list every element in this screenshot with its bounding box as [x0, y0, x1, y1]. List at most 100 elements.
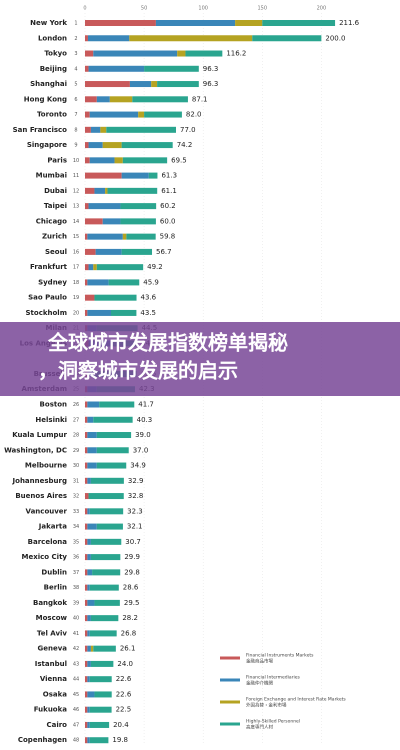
bar-segment — [96, 96, 110, 103]
bar-segment — [132, 96, 188, 103]
total-label: 32.9 — [128, 477, 144, 485]
city-label: Geneva — [37, 645, 67, 653]
city-label: Bangkok — [33, 599, 67, 607]
rank-label: 38 — [73, 585, 79, 591]
bar-segment — [89, 676, 112, 683]
bar-segment — [94, 691, 112, 698]
city-label: Helsinki — [35, 416, 67, 424]
bar-segment — [185, 50, 223, 57]
bar-segment — [85, 187, 95, 194]
rank-label: 30 — [73, 463, 79, 469]
total-label: 59.8 — [160, 233, 176, 241]
total-label: 30.7 — [125, 538, 141, 546]
bar-segment — [85, 279, 88, 286]
legend-swatch — [220, 656, 240, 660]
total-label: 39.0 — [135, 431, 151, 439]
bar-segment — [109, 96, 133, 103]
total-label: 22.6 — [116, 690, 132, 698]
city-label: Zurich — [42, 233, 67, 241]
bar-segment — [89, 737, 109, 744]
bar-segment — [120, 203, 157, 210]
bar-segment — [85, 615, 88, 622]
bar-segment — [121, 142, 173, 149]
rank-label: 17 — [73, 265, 79, 271]
rank-label: 8 — [74, 127, 77, 133]
total-label: 26.1 — [120, 645, 136, 653]
bar-segment — [87, 233, 123, 240]
bar-segment — [148, 172, 158, 179]
city-label: Johannesburg — [12, 477, 67, 485]
city-label: Chicago — [36, 217, 67, 225]
bar-segment — [106, 126, 176, 133]
total-label: 116.2 — [226, 50, 246, 58]
city-label: Singapore — [27, 141, 67, 149]
bar-segment — [87, 737, 90, 744]
total-label: 74.2 — [177, 141, 193, 149]
bar-segment — [126, 233, 156, 240]
bar-segment — [108, 279, 140, 286]
bar-segment — [151, 81, 158, 88]
bar-segment — [87, 706, 90, 713]
bar-segment — [85, 645, 88, 652]
bar-segment — [121, 172, 149, 179]
bar-segment — [87, 477, 91, 484]
total-label: 40.3 — [137, 416, 153, 424]
bar-segment — [89, 630, 117, 637]
rank-label: 19 — [73, 295, 79, 301]
city-label: Copenhagen — [18, 736, 67, 744]
bar-segment — [85, 721, 88, 728]
bar-segment — [89, 157, 115, 164]
bar-segment — [85, 20, 156, 26]
rank-label: 16 — [73, 249, 79, 255]
bar-segment — [85, 462, 88, 469]
bar-segment — [85, 447, 88, 454]
bar-segment — [144, 111, 182, 118]
total-label: 20.4 — [113, 721, 129, 729]
bar-segment — [88, 65, 145, 72]
city-label: Paris — [47, 156, 67, 164]
city-label: Osaka — [43, 690, 67, 698]
total-label: 82.0 — [186, 111, 202, 119]
bar-segment — [90, 538, 122, 545]
city-label: Mexico City — [22, 553, 68, 561]
bar-segment — [102, 218, 121, 225]
rank-label: 44 — [73, 677, 79, 683]
bar-segment — [85, 248, 96, 255]
bar-segment — [85, 416, 88, 423]
total-label: 200.0 — [325, 34, 345, 42]
x-tick-label: 100 — [198, 6, 208, 12]
legend-swatch — [220, 700, 240, 704]
rank-label: 7 — [74, 112, 77, 118]
bar-segment — [87, 660, 91, 667]
bar-segment — [88, 264, 94, 271]
bar-segment — [89, 721, 110, 728]
bar-segment — [96, 264, 144, 271]
bar-segment — [87, 554, 91, 561]
bar-segment — [85, 676, 88, 683]
bar-segment — [85, 172, 122, 179]
bar-segment — [105, 187, 108, 194]
total-label: 34.9 — [130, 462, 146, 470]
city-label: Shanghai — [30, 80, 67, 88]
total-label: 37.0 — [133, 446, 149, 454]
bar-segment — [96, 462, 127, 469]
city-label: Washington, DC — [4, 446, 67, 454]
bar-segment — [87, 691, 95, 698]
total-label: 61.1 — [161, 187, 177, 195]
city-label: London — [38, 34, 67, 42]
rank-label: 43 — [73, 661, 79, 667]
city-label: Toronto — [37, 111, 67, 119]
city-label: Melbourne — [25, 462, 67, 470]
bar-segment — [90, 615, 119, 622]
total-label: 96.3 — [203, 80, 219, 88]
total-label: 56.7 — [156, 248, 172, 256]
rank-label: 4 — [74, 66, 77, 72]
rank-label: 29 — [73, 448, 79, 454]
rank-label: 18 — [73, 280, 79, 286]
total-label: 32.3 — [127, 507, 143, 515]
total-label: 61.3 — [161, 172, 177, 180]
total-label: 69.5 — [171, 156, 187, 164]
city-label: Dubai — [44, 187, 67, 195]
total-label: 43.5 — [140, 309, 156, 317]
total-label: 32.1 — [127, 523, 143, 531]
